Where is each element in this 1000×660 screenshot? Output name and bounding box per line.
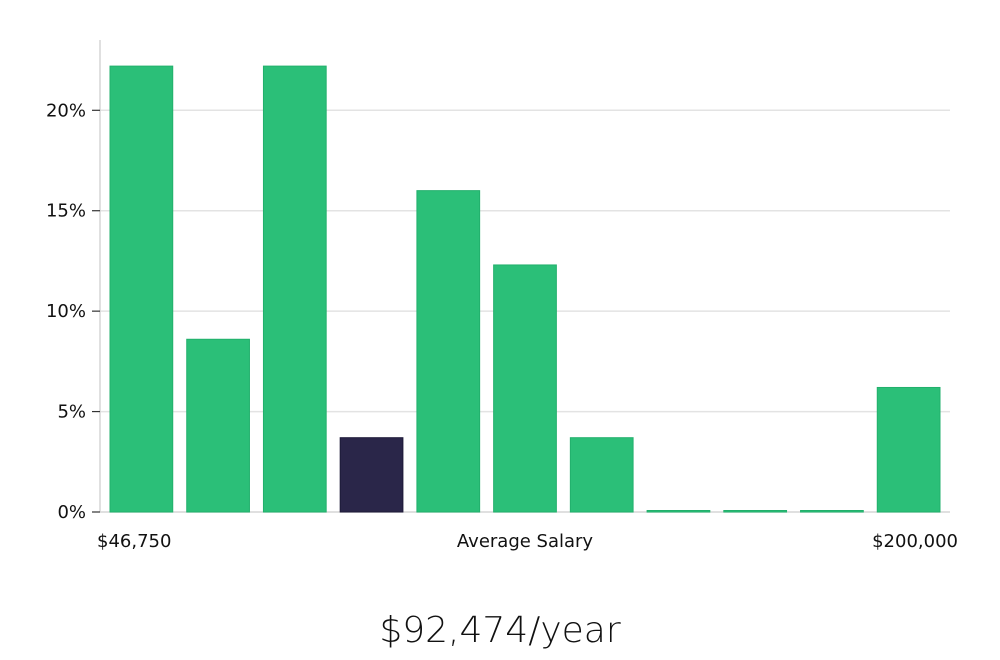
y-axis-ticks: 0% 5% 10% 15% 20% [46,100,100,523]
bar [109,65,174,513]
bar [876,386,941,513]
y-tick-label: 20% [46,100,86,121]
bar [646,510,711,513]
bar [416,190,481,513]
bar [262,65,327,513]
y-tick-label: 10% [46,301,86,322]
y-tick-label: 15% [46,201,86,222]
x-axis-end-label: $200,000 [872,531,958,552]
average-salary-headline: $92,474/year [379,610,621,651]
bar [493,264,557,513]
bar [800,510,864,513]
x-axis-start-label: $46,750 [97,531,171,552]
y-tick-label: 5% [57,402,86,423]
bar [569,437,634,513]
bars [109,65,941,513]
bar [723,510,788,513]
x-axis-label: Average Salary [457,531,594,552]
bar [186,338,250,513]
bar-highlighted [339,437,404,513]
y-tick-label: 0% [57,502,86,523]
